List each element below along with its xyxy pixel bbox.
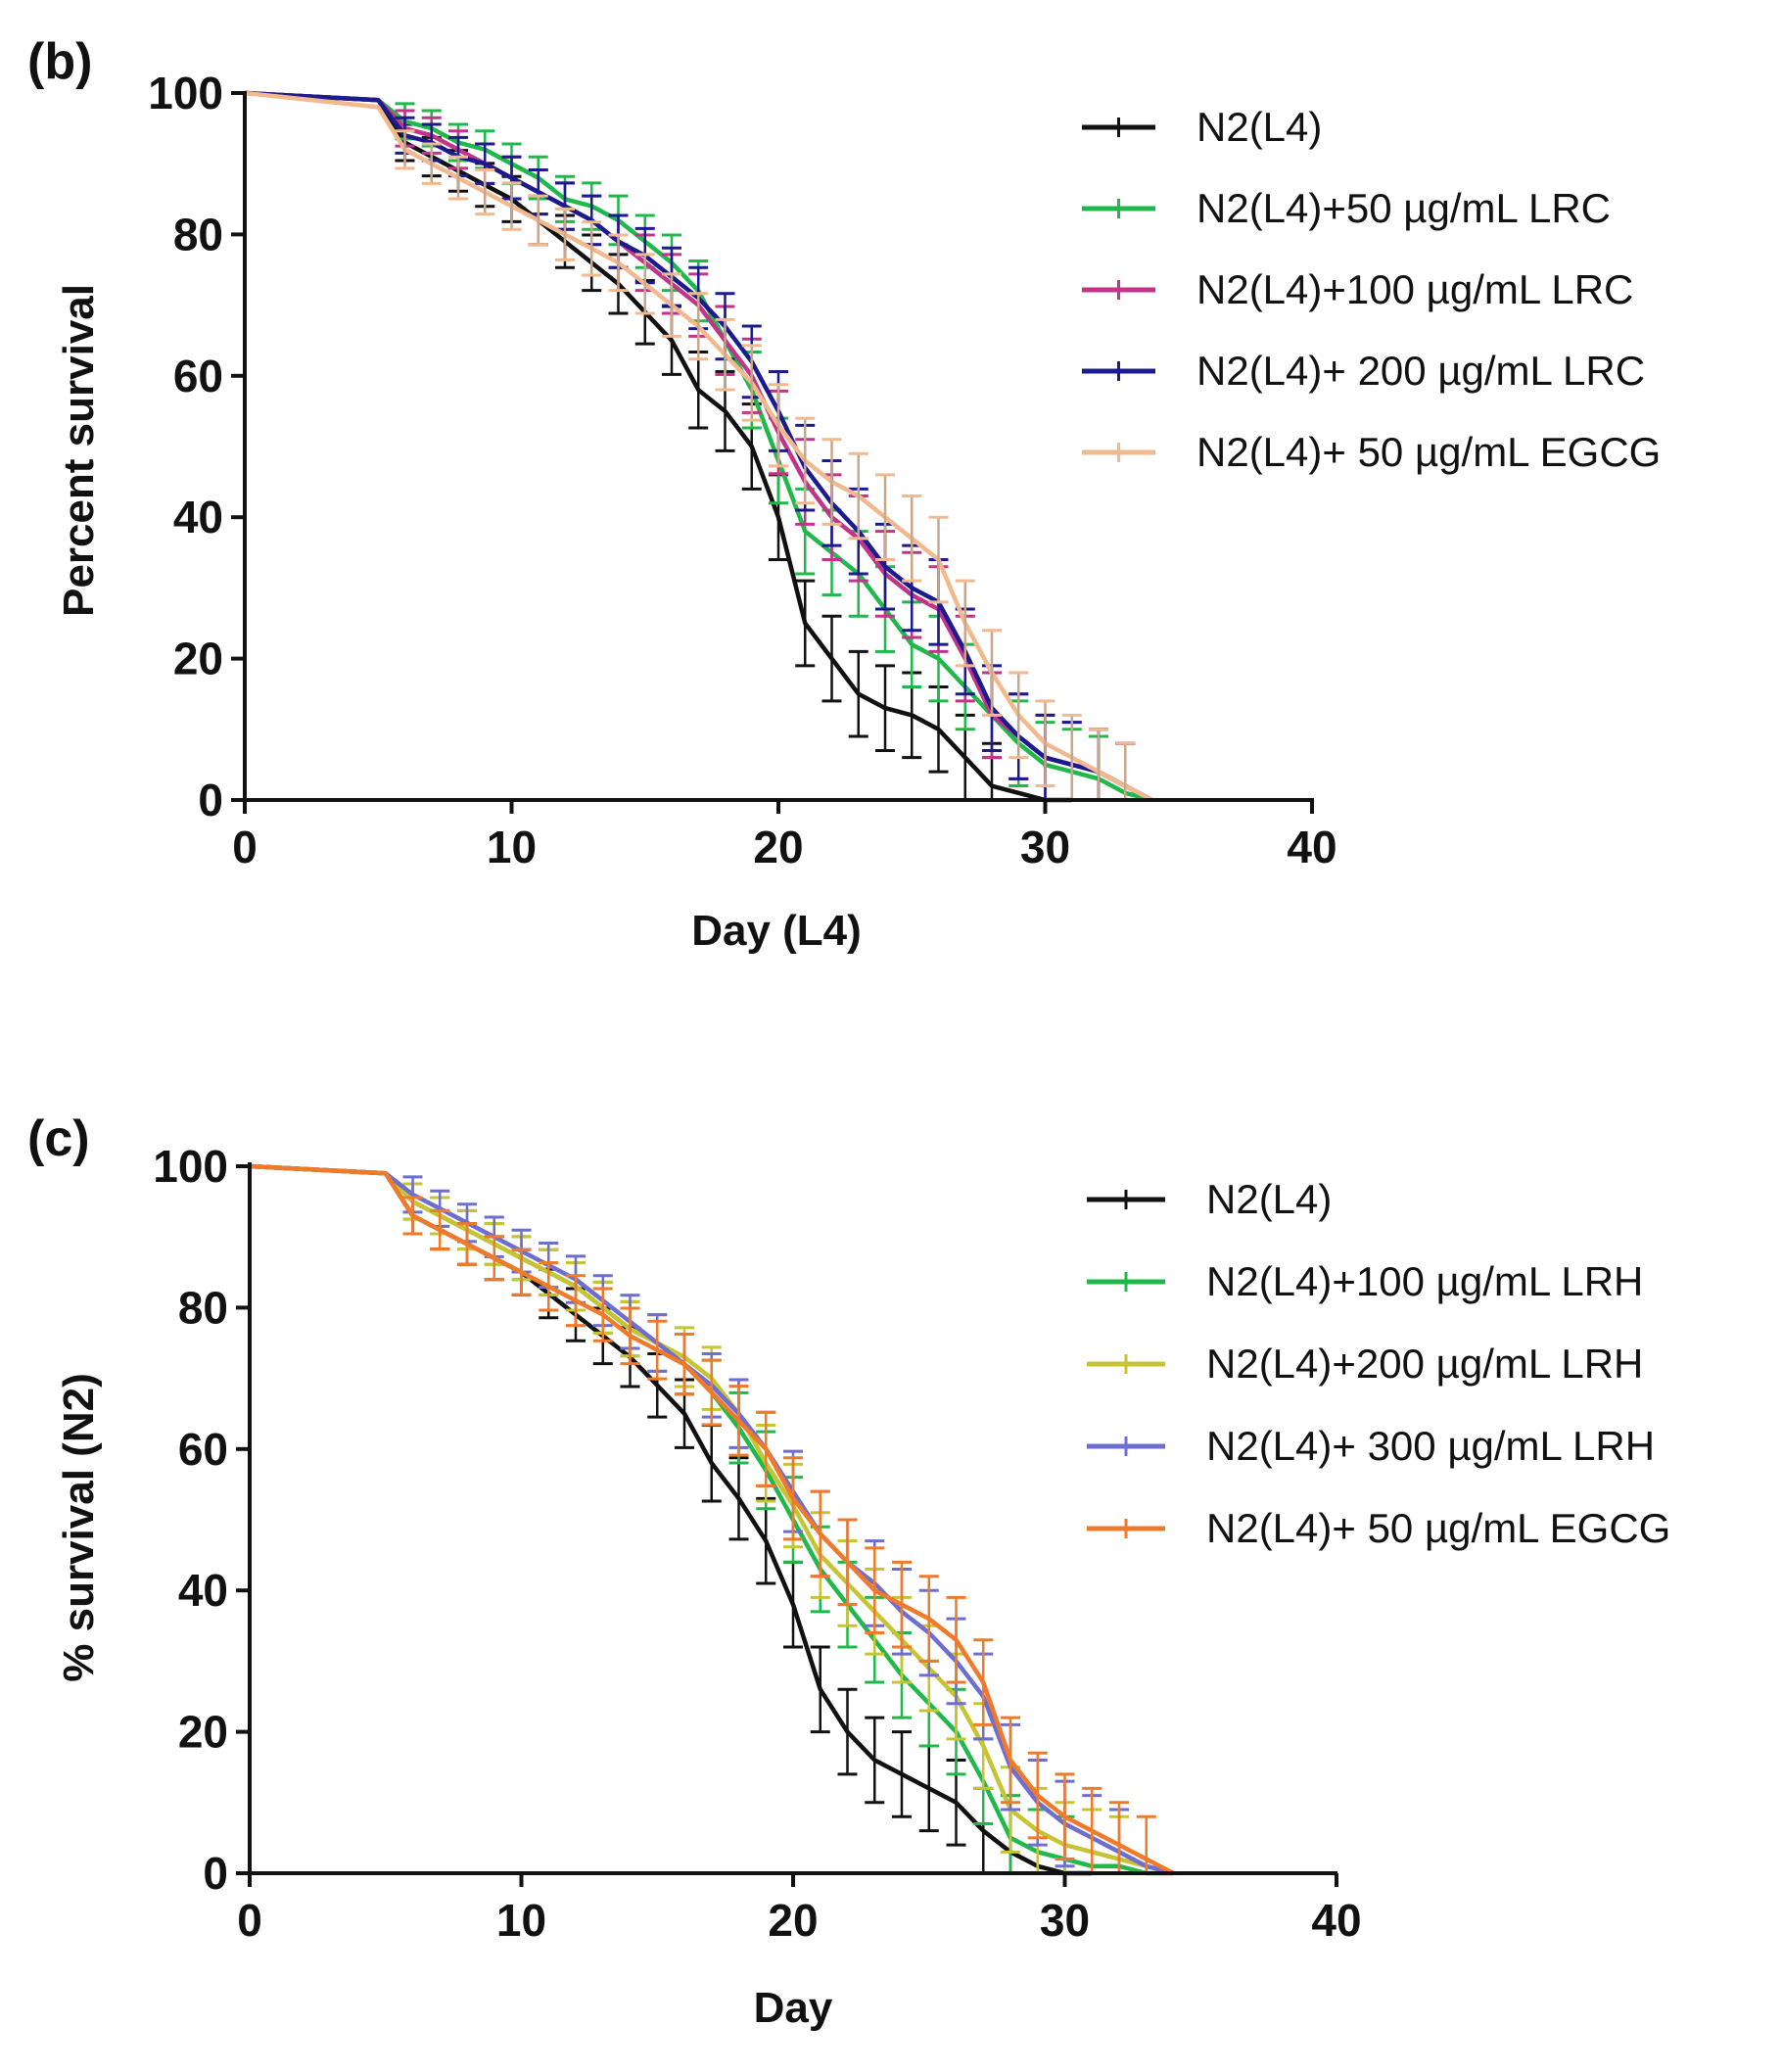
y-tick-label: 40 [173,492,223,542]
x-tick-label: 10 [496,1895,546,1946]
legend-entry: N2(L4)+50 µg/mL LRC [1196,185,1611,231]
y-tick-label: 80 [178,1282,228,1333]
panel-label: (c) [27,1110,90,1167]
y-axis-title: % survival (N2) [55,1373,103,1681]
x-tick-label: 40 [1287,822,1336,872]
series-1 [249,1163,1174,1876]
x-tick-label: 0 [232,822,258,872]
y-axis-title: Percent survival [55,284,103,617]
y-tick-label: 60 [178,1424,228,1475]
y-tick-label: 0 [198,775,223,825]
x-tick-label: 30 [1040,1895,1090,1946]
x-axis-title: Day (L4) [691,907,862,955]
legend-entry: N2(L4)+ 300 µg/mL LRH [1206,1423,1655,1469]
series-0 [244,90,1072,803]
y-tick-label: 0 [203,1848,228,1899]
x-axis-title: Day [754,1984,833,2032]
series-line [249,1163,1175,1876]
series-4 [249,1163,1175,1875]
series-line [249,1163,1175,1875]
panel-c: (c) % survival (N2) Day 0 10 20 30 40 0 20 40 60… [27,1110,1670,2032]
y-tick-label: 20 [173,634,223,684]
y-tick-label: 60 [173,351,223,401]
y-tick-label: 100 [153,1141,228,1192]
ticks: 0 10 20 30 40 0 20 40 60 80 100 [153,1141,1361,1946]
series-3 [249,1163,1175,1876]
ticks: 0 10 20 30 40 0 20 40 60 80 100 [148,68,1336,872]
legend-entry: N2(L4)+100 µg/mL LRH [1206,1258,1643,1304]
panel-label: (b) [27,33,92,90]
y-tick-label: 100 [148,68,223,118]
x-tick-label: 20 [768,1895,818,1946]
x-tick-label: 0 [237,1895,262,1946]
x-tick-label: 10 [487,822,537,872]
legend-entry: N2(L4)+ 200 µg/mL LRC [1196,348,1645,394]
series-line [249,1163,1175,1876]
legend-entry: N2(L4) [1196,104,1322,150]
legend-entry: N2(L4)+ 50 µg/mL EGCG [1196,429,1661,475]
series-2 [249,1163,1175,1876]
legend-entry: N2(L4)+200 µg/mL LRH [1206,1341,1643,1387]
series-layer [244,90,1153,803]
y-tick-label: 40 [178,1565,228,1616]
series-3 [244,90,1153,802]
legend-entry: N2(L4)+ 50 µg/mL EGCG [1206,1505,1670,1551]
series-line [244,90,1072,803]
legend-entry: N2(L4) [1206,1176,1332,1222]
series-0 [249,1163,1093,1876]
x-tick-label: 20 [753,822,803,872]
panel-b: (b) Percent survival Day (L4) 0 10 20 30 400… [27,33,1661,955]
legend: N2(L4) N2(L4)+100 µg/mL LRH N2(L4)+200 µg/… [1087,1176,1670,1551]
legend-entry: N2(L4)+100 µg/mL LRC [1196,266,1633,312]
series-line [249,1163,1093,1876]
y-tick-label: 20 [178,1707,228,1758]
series-layer [249,1163,1175,1876]
x-tick-label: 40 [1311,1895,1361,1946]
series-4 [244,90,1153,802]
y-tick-label: 80 [173,209,223,259]
x-tick-label: 30 [1020,822,1070,872]
legend: N2(L4) N2(L4)+50 µg/mL LRC N2(L4)+100 µg/m… [1082,104,1661,475]
series-line [249,1163,1174,1876]
